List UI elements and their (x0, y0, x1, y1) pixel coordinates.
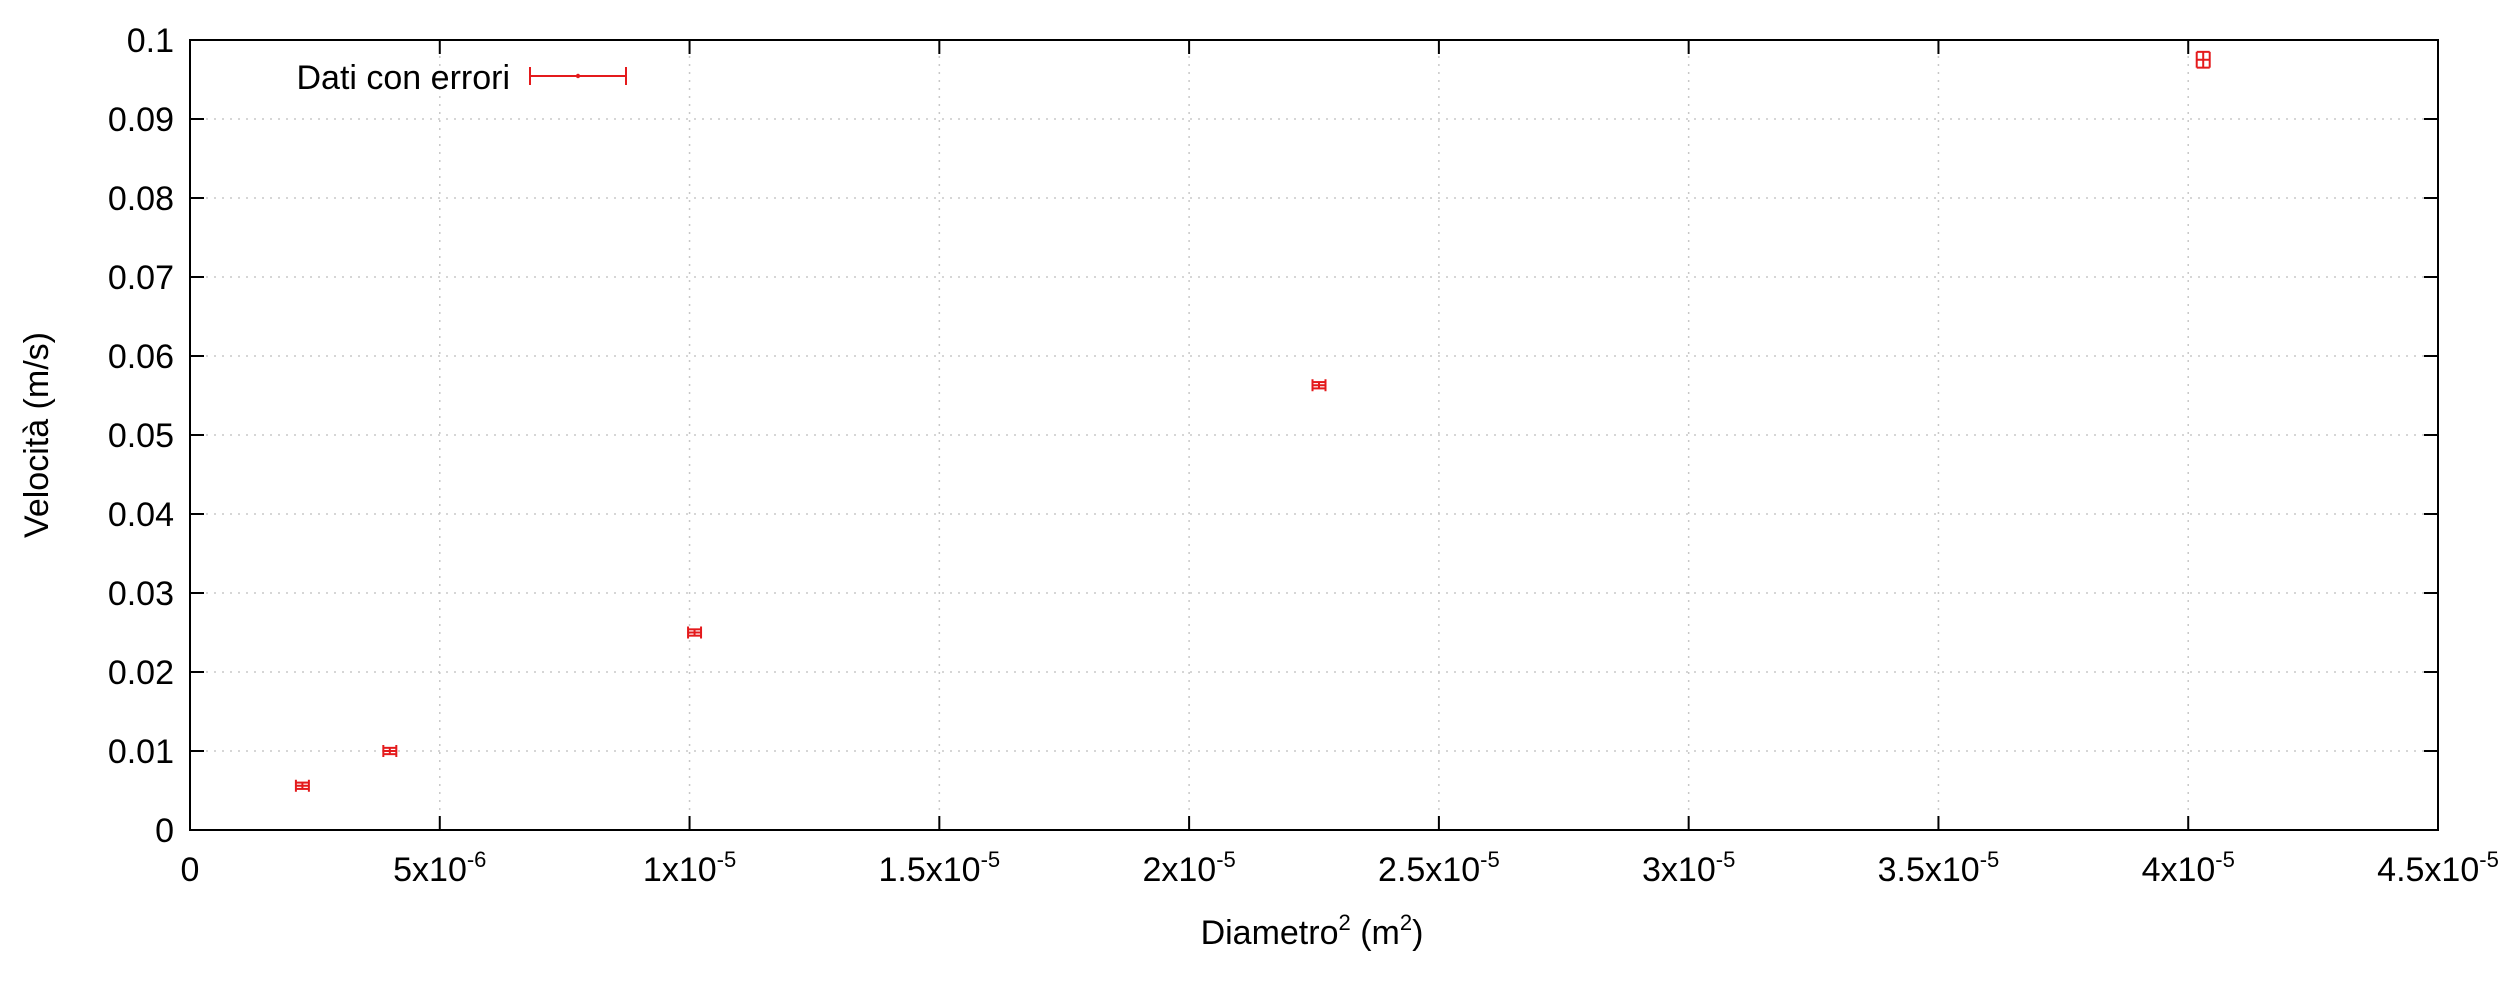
data-point (687, 626, 703, 639)
x-axis-label: Diametro2 (m2) (1201, 910, 1424, 952)
x-tick-label: 4.5x10-5 (2377, 847, 2499, 889)
y-tick-labels: 0 0.01 0.02 0.03 0.04 0.05 0.06 0.07 0.08 0.09 0.1 (108, 22, 174, 850)
y-tick-label: 0 (155, 812, 174, 850)
legend-label: Dati con errori (296, 59, 510, 97)
y-tick-label: 0.04 (108, 496, 174, 534)
x-tick-label: 2x10-5 (1142, 847, 1235, 889)
legend-dot (575, 73, 581, 79)
x-tick-label: 4x10-5 (2142, 847, 2235, 889)
x-tick-label-mantissa: 1.5x10 (879, 851, 981, 889)
x-tick-labels: 0 5x10-6 1x10-5 1.5x10-5 2x10-5 2.5x10-5 3x10-… (181, 847, 2499, 889)
x-tick-label-exponent: -5 (2215, 847, 2235, 872)
y-tick-label: 0.09 (108, 101, 174, 139)
y-tick-label: 0.01 (108, 733, 174, 771)
data-point (382, 745, 398, 757)
x-tick-label-exponent: -5 (2479, 847, 2499, 872)
x-tick-label-mantissa: 0 (181, 851, 200, 889)
x-tick-label: 3x10-5 (1642, 847, 1735, 889)
y-axis-label: Velocità (m/s) (18, 332, 56, 538)
x-tick-label: 2.5x10-5 (1378, 847, 1500, 889)
x-axis-label-unit-sup: 2 (1400, 910, 1412, 935)
data-points (294, 50, 2211, 792)
x-tick-label-mantissa: 1x10 (643, 851, 717, 889)
x-tick-label-exponent: -6 (467, 847, 487, 872)
y-tick-label: 0.08 (108, 180, 174, 218)
y-tick-label: 0.1 (127, 22, 174, 60)
x-tick-label-mantissa: 3x10 (1642, 851, 1716, 889)
x-tick-label-exponent: -5 (1716, 847, 1736, 872)
axis-ticks (189, 39, 2439, 831)
grid-lines (190, 40, 2438, 830)
legend-errorbar-sample (529, 67, 627, 85)
data-point (1311, 379, 1327, 392)
x-axis-label-unit-suffix: ) (1412, 914, 1423, 952)
data-point (2195, 50, 2211, 69)
x-tick-label-mantissa: 4x10 (2142, 851, 2216, 889)
y-tick-label: 0.07 (108, 259, 174, 297)
data-point (294, 779, 310, 792)
x-tick-label-mantissa: 5x10 (393, 851, 467, 889)
y-tick-label: 0.02 (108, 654, 174, 692)
y-tick-label: 0.03 (108, 575, 174, 613)
x-tick-label-exponent: -5 (717, 847, 737, 872)
x-axis-label-unit: (m (1351, 914, 1400, 952)
x-tick-label-exponent: -5 (1216, 847, 1236, 872)
x-tick-label-mantissa: 4.5x10 (2377, 851, 2479, 889)
legend: Dati con errori (296, 59, 627, 97)
x-tick-label-exponent: -5 (981, 847, 1001, 872)
x-tick-label-exponent: -5 (1980, 847, 2000, 872)
x-tick-label-mantissa: 2.5x10 (1378, 851, 1480, 889)
y-tick-label: 0.06 (108, 338, 174, 376)
x-tick-label-mantissa: 3.5x10 (1878, 851, 1980, 889)
x-tick-label: 0 (181, 851, 200, 889)
x-tick-label: 1x10-5 (643, 847, 736, 889)
x-tick-label-mantissa: 2x10 (1142, 851, 1216, 889)
x-axis-label-sup: 2 (1339, 910, 1351, 935)
x-tick-label: 3.5x10-5 (1878, 847, 2000, 889)
x-axis-label-base: Diametro (1201, 914, 1339, 952)
y-tick-label: 0.05 (108, 417, 174, 455)
x-tick-label-exponent: -5 (1480, 847, 1500, 872)
x-tick-label: 1.5x10-5 (879, 847, 1001, 889)
x-tick-label: 5x10-6 (393, 847, 486, 889)
